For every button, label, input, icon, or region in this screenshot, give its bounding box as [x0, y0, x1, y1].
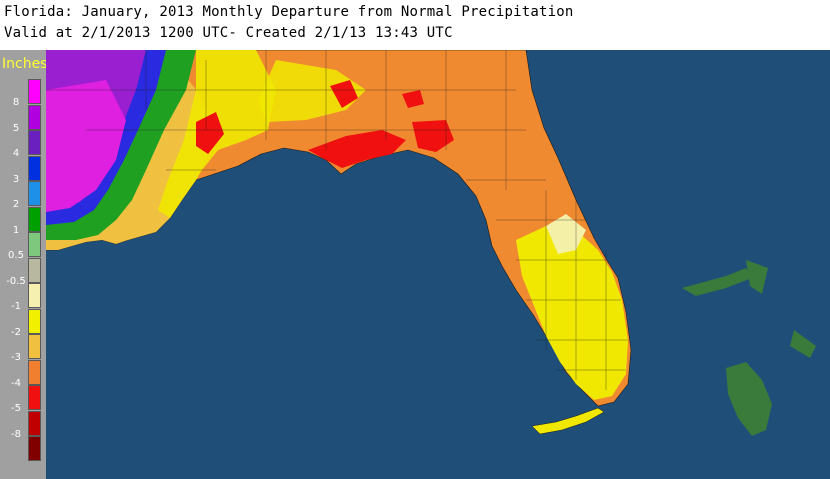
precipitation-map: [46, 50, 830, 479]
legend-tick-label: 3: [12, 173, 20, 185]
legend-swatch: [28, 334, 41, 359]
valid-time-text: Valid at 2/1/2013 1200 UTC- Created 2/1/…: [4, 25, 453, 41]
wet-magenta-region: [46, 80, 126, 212]
bahamas-island-1: [726, 362, 772, 436]
legend-tick-label: -3: [11, 352, 21, 363]
dry-red-pocket-2: [412, 120, 454, 152]
legend-swatch: [28, 359, 41, 385]
legend-swatch: [28, 308, 41, 334]
legend-tick-label: 4: [12, 148, 20, 159]
dry-red-pocket-3: [196, 112, 224, 154]
county-boundaries: [46, 50, 628, 390]
legend-tick-label: 0.5: [8, 250, 24, 261]
yellow-band-central: [258, 60, 366, 122]
legend-swatch: [28, 155, 41, 181]
legend-tick-label: 1: [12, 224, 20, 236]
legend-swatch: [28, 104, 41, 130]
florida-keys: [531, 407, 605, 435]
legend-swatch: [28, 436, 41, 461]
dry-red-pocket-1: [308, 130, 406, 168]
legend-tick-label: -0.5: [6, 275, 26, 287]
bahamas-island-2: [682, 268, 752, 296]
legend-swatch: [28, 79, 41, 104]
peninsula-yellow-region: [516, 226, 628, 400]
dry-red-pocket-4: [330, 80, 358, 108]
legend-tick-label: 8: [12, 97, 20, 108]
bahamas-island-4: [790, 330, 816, 358]
map-graphic: [46, 50, 830, 479]
legend-tick-label: 2: [12, 199, 20, 210]
legend-swatch: [28, 232, 41, 257]
color-legend: Inches 8 5 4 3 2 1 0.5 -0.5 -1 -2 -3 -4 -5 -8: [0, 50, 48, 479]
legend-units-label: Inches: [2, 56, 48, 72]
legend-swatch: [28, 283, 41, 308]
legend-tick-label: -5: [11, 403, 21, 414]
legend-swatch: [28, 410, 41, 436]
dry-red-pocket-5: [402, 90, 424, 108]
bahamas-island-3: [746, 260, 768, 294]
legend-swatch: [28, 181, 41, 206]
legend-tick-label: -4: [11, 377, 21, 389]
legend-tick-label: -2: [11, 326, 21, 338]
legend-tick-label: 5: [12, 122, 20, 134]
legend-swatch: [28, 257, 41, 283]
map-header: Florida: January, 2013 Monthly Departure…: [0, 0, 830, 50]
legend-swatch: [28, 385, 41, 410]
legend-tick-label: -8: [11, 428, 21, 440]
legend-swatch: [28, 130, 41, 155]
legend-swatch: [28, 206, 41, 232]
map-title: Florida: January, 2013 Monthly Departure…: [4, 4, 574, 20]
legend-tick-label: -1: [11, 301, 21, 312]
